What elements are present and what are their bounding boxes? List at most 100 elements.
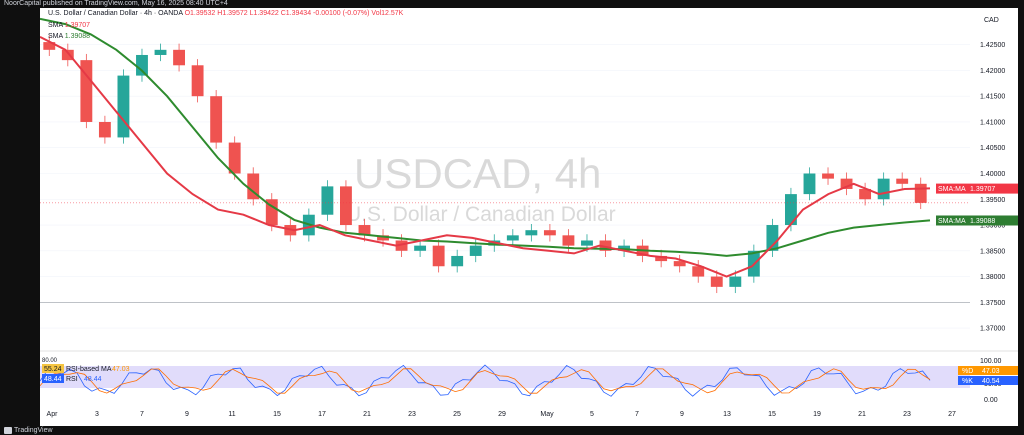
price-tick-label: 1.40500	[980, 145, 1005, 152]
candle-body	[321, 186, 334, 215]
tradingview-brand[interactable]: TradingView	[14, 427, 53, 434]
candle-body	[710, 276, 723, 287]
price-tick-label: 1.40000	[980, 171, 1005, 178]
osc-axis-top: 100.00	[980, 358, 1002, 365]
legend-volume: Vol12.57K	[371, 10, 404, 17]
price-tick-label: 1.41000	[980, 119, 1005, 126]
candle-body	[655, 255, 668, 262]
candle-body	[61, 49, 74, 61]
legend-sma-fast[interactable]: SMA 1.39707	[48, 22, 90, 29]
k-tag-label: %K	[962, 378, 973, 385]
chart-canvas[interactable]: USDCAD, 4h U.S. Dollar / Canadian Dollar…	[39, 8, 1018, 426]
time-tick-label: 7	[635, 411, 639, 418]
sma-fast-tag-bg	[936, 183, 1018, 194]
currency-label: CAD	[984, 17, 999, 24]
sma-fast-tag-value: 1.39707	[970, 186, 995, 193]
legend-sma-slow[interactable]: SMA 1.39088	[48, 33, 90, 40]
legend-sma-fast-label: SMA	[48, 22, 63, 29]
osc-axis-bottom: 0.00	[984, 397, 998, 404]
time-tick-label: 9	[185, 411, 189, 418]
sma-slow-tag-value: 1.39088	[970, 218, 995, 225]
candle-body	[43, 42, 56, 50]
rsi-label[interactable]: RSI	[66, 376, 78, 383]
rsi-value-1: 48.44	[44, 376, 62, 383]
d-tag-bg	[958, 366, 1018, 375]
candle-body	[191, 65, 204, 97]
candle-body	[414, 245, 427, 251]
time-tick-label: Apr	[47, 411, 59, 418]
candle-body	[692, 266, 705, 277]
stoch-k-line	[39, 364, 931, 397]
time-tick-label: 23	[903, 411, 911, 418]
time-tick-label: 29	[498, 411, 506, 418]
time-tick-label: 25	[453, 411, 461, 418]
sma-slow-tag-bg	[936, 215, 1018, 226]
candle-body	[247, 173, 260, 200]
k-tag-value: 40.54	[982, 378, 1000, 385]
watermark-ticker: USDCAD, 4h	[354, 150, 601, 197]
legend-symbol[interactable]: U.S. Dollar / Canadian Dollar · 4h · OAN…	[48, 10, 183, 17]
candle-body	[80, 60, 93, 122]
candle-body	[914, 183, 927, 203]
published-banner: NoorCapital published on TradingView.com…	[0, 0, 1024, 8]
candle-body	[358, 225, 371, 236]
price-tick-label: 1.39500	[980, 197, 1005, 204]
legend-sma-slow-value: 1.39088	[64, 33, 91, 40]
legend-open: O1.39532	[184, 10, 216, 17]
legend-ohlc: U.S. Dollar / Canadian Dollar · 4h · OAN…	[48, 10, 403, 17]
d-tag-value: 47.03	[982, 368, 1000, 375]
sma-slow-line	[39, 17, 931, 257]
candle-body	[859, 188, 872, 200]
price-tick-label: 1.38500	[980, 248, 1005, 255]
sma-slow-tag: SMA:MA 1.39088	[936, 215, 1018, 226]
candle-body	[228, 142, 241, 174]
time-tick-label: 27	[948, 411, 956, 418]
legend-sma-fast-value: 1.39707	[64, 22, 91, 29]
osc-level-top: 80.00	[42, 358, 58, 364]
price-tick-label: 1.42000	[980, 68, 1005, 75]
candle-body	[840, 178, 853, 189]
time-tick-label: 23	[408, 411, 416, 418]
candle-body	[822, 173, 834, 179]
time-tick-label: 15	[273, 411, 281, 418]
time-tick-label: 3	[95, 411, 99, 418]
time-tick-label: 17	[318, 411, 326, 418]
stoch-value-1: 55.24	[44, 366, 62, 373]
candle-body	[377, 235, 389, 241]
time-tick-label: 7	[140, 411, 144, 418]
candle-body	[451, 255, 464, 267]
watermark-name: U.S. Dollar / Canadian Dollar	[346, 203, 616, 226]
price-axis[interactable]: 1.42500 1.42000 1.41500 1.41000 1.40500 1.400…	[980, 42, 1005, 332]
time-tick-label: May	[540, 411, 554, 418]
time-tick-label: 13	[723, 411, 731, 418]
stoch-value-bg	[42, 364, 64, 373]
rsi-value-bg	[42, 374, 64, 383]
candle-body	[673, 261, 686, 267]
candle-body	[896, 178, 909, 184]
rsi-value-2: 48.44	[84, 376, 102, 383]
price-tick-label: 1.41500	[980, 94, 1005, 101]
legend-close: C1.39434	[280, 10, 312, 17]
stoch-label[interactable]: RSI-based MA	[66, 366, 112, 373]
legend-sma-slow-label: SMA	[48, 33, 63, 40]
candle-body	[543, 230, 556, 236]
time-axis[interactable]: Apr 3 7 9 11 15 17 21 23 25 29 May 5 7 9 13 15 19 21 23 27	[47, 411, 956, 418]
footer-bar: TradingView	[0, 426, 1024, 435]
legend-high: H1.39572	[217, 10, 248, 17]
candle-body	[340, 186, 352, 226]
time-tick-label: 11	[228, 411, 235, 418]
time-tick-label: 19	[813, 411, 821, 418]
chart-area[interactable]: USDCAD, 4h U.S. Dollar / Canadian Dollar…	[39, 8, 1018, 426]
candle-body	[154, 49, 167, 55]
sma-fast-line	[39, 36, 931, 278]
stoch-d-line	[39, 368, 931, 394]
k-tag-bg	[958, 376, 1018, 385]
candle-body	[117, 75, 130, 138]
candle-body	[562, 235, 575, 246]
sma-slow-tag-label: SMA:MA	[938, 218, 966, 225]
price-tick-label: 1.38000	[980, 274, 1005, 281]
candle-body	[766, 225, 779, 251]
price-tick-label: 1.37000	[980, 326, 1005, 333]
price-tick-label: 1.39000	[980, 223, 1005, 230]
candle-body	[525, 230, 538, 236]
